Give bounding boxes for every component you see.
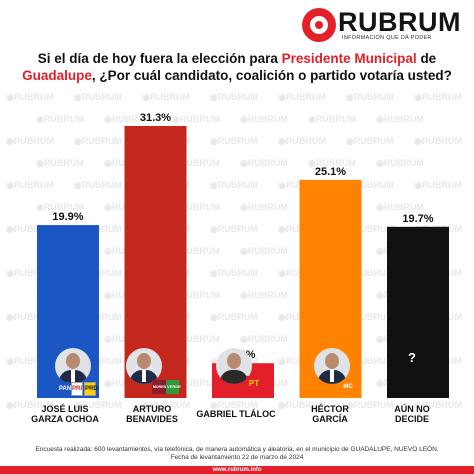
footer-bar [0, 466, 474, 474]
watermark-text: ◉RUBRUM [74, 92, 122, 102]
candidate-name-undecided: AÚN NO DECIDE [394, 404, 430, 424]
question-highlight-municipality: Guadalupe [22, 68, 92, 83]
undecided-silhouette-icon: ? [394, 348, 430, 385]
brand-name: RUBRUM [338, 7, 461, 37]
watermark-text: ◉RUBRUM [172, 290, 220, 300]
watermark-text: ◉RUBRUM [346, 312, 394, 322]
watermark-text: ◉RUBRUM [346, 400, 394, 410]
watermark-text: ◉RUBRUM [36, 158, 84, 168]
watermark-text: ◉RUBRUM [308, 158, 356, 168]
candidate-name-tlaloc: GABRIEL TLÁLOC [196, 409, 276, 419]
watermark-text: ◉RUBRUM [210, 268, 258, 278]
party-logo-mc: MC [342, 380, 354, 394]
watermark-text: ◉RUBRUM [74, 136, 122, 146]
watermark-text: ◉RUBRUM [36, 202, 84, 212]
party-logo-prd: PRD [84, 382, 98, 396]
watermark-text: ◉RUBRUM [6, 356, 54, 366]
watermark-text: ◉RUBRUM [376, 202, 424, 212]
watermark-text: ◉RUBRUM [172, 334, 220, 344]
survey-footnote: Encuesta realizada: 600 levantamientos, … [35, 446, 439, 461]
watermark-text: ◉RUBRUM [346, 180, 394, 190]
question-mark-icon: ? [403, 348, 421, 368]
watermark-text: ◉RUBRUM [414, 400, 462, 410]
survey-question: Si el día de hoy fuera la elección para … [22, 51, 452, 83]
watermark-text: ◉RUBRUM [240, 290, 288, 300]
watermark-text: ◉RUBRUM [346, 268, 394, 278]
party-logo-morena: MORENA [152, 380, 169, 394]
watermark-text: ◉RUBRUM [278, 136, 326, 146]
watermark-text: ◉RUBRUM [240, 334, 288, 344]
watermark-text: ◉RUBRUM [104, 114, 152, 124]
watermark-text: ◉RUBRUM [210, 224, 258, 234]
watermark-text: ◉RUBRUM [414, 180, 462, 190]
bar-value-label-1: 19.9% [52, 211, 83, 223]
watermark-text: ◉RUBRUM [210, 312, 258, 322]
watermark-text: ◉RUBRUM [6, 400, 54, 410]
party-logo-pt: PT [246, 376, 262, 392]
watermark-text: ◉RUBRUM [210, 92, 258, 102]
bar-value-label-2: 31.3% [140, 112, 171, 124]
watermark-text: ◉RUBRUM [376, 158, 424, 168]
rubrum-logo: RUBRUM INFORMACIÓN QUE DA PODER [302, 7, 468, 42]
watermark-text: ◉RUBRUM [240, 114, 288, 124]
watermark-text: ◉RUBRUM [346, 356, 394, 366]
footer-url[interactable]: www.rubrum.info [212, 467, 262, 473]
watermark-text: ◉RUBRUM [6, 92, 54, 102]
watermark-text: ◉RUBRUM [278, 400, 326, 410]
watermark-text: ◉RUBRUM [240, 246, 288, 256]
watermark-text: ◉RUBRUM [172, 202, 220, 212]
watermark-text: ◉RUBRUM [6, 136, 54, 146]
candidate-photo-garza [55, 348, 91, 384]
party-logo-verde: VERDE [166, 380, 181, 394]
watermark-text: ◉RUBRUM [6, 224, 54, 234]
candidate-photo-benavides [126, 348, 162, 384]
watermark-text: ◉RUBRUM [308, 114, 356, 124]
watermark-text: ◉RUBRUM [172, 378, 220, 388]
watermark-text: ◉RUBRUM [346, 224, 394, 234]
watermark-text: ◉RUBRUM [6, 180, 54, 190]
watermark-text: ◉RUBRUM [240, 202, 288, 212]
brand-tagline: INFORMACIÓN QUE DA PODER [342, 35, 432, 41]
watermark-text: ◉RUBRUM [142, 92, 190, 102]
candidate-name-garcia: HÉCTOR GARCÍA [311, 404, 349, 424]
watermark-text: ◉RUBRUM [172, 246, 220, 256]
question-highlight-office: Presidente Municipal [281, 51, 417, 66]
watermark-text: ◉RUBRUM [210, 180, 258, 190]
watermark-text: ◉RUBRUM [210, 400, 258, 410]
watermark-text: ◉RUBRUM [172, 114, 220, 124]
candidate-name-benavides: ARTURO BENAVIDES [126, 404, 178, 424]
bar-value-label-5: 19.7% [402, 213, 433, 225]
watermark-text: ◉RUBRUM [142, 400, 190, 410]
bar-value-label-4: 25.1% [315, 166, 346, 178]
watermark-text: ◉RUBRUM [6, 312, 54, 322]
candidate-name-garza: JOSÉ LUIS GARZA OCHOA [31, 404, 99, 424]
watermark-text: ◉RUBRUM [414, 136, 462, 146]
watermark-text: ◉RUBRUM [36, 114, 84, 124]
watermark-text: ◉RUBRUM [74, 180, 122, 190]
candidate-photo-garcia [314, 348, 350, 384]
watermark-text: ◉RUBRUM [172, 158, 220, 168]
party-logo-pan: PAN [58, 382, 71, 396]
watermark-text: ◉RUBRUM [346, 136, 394, 146]
watermark-text: ◉RUBRUM [414, 92, 462, 102]
watermark-text: ◉RUBRUM [210, 136, 258, 146]
watermark-text: ◉RUBRUM [74, 400, 122, 410]
watermark-text: ◉RUBRUM [376, 114, 424, 124]
party-logo-pri: PRI [71, 382, 83, 396]
watermark-text: ◉RUBRUM [240, 158, 288, 168]
watermark-text: ◉RUBRUM [278, 92, 326, 102]
watermark-text: ◉RUBRUM [346, 92, 394, 102]
watermark-text: ◉RUBRUM [6, 268, 54, 278]
